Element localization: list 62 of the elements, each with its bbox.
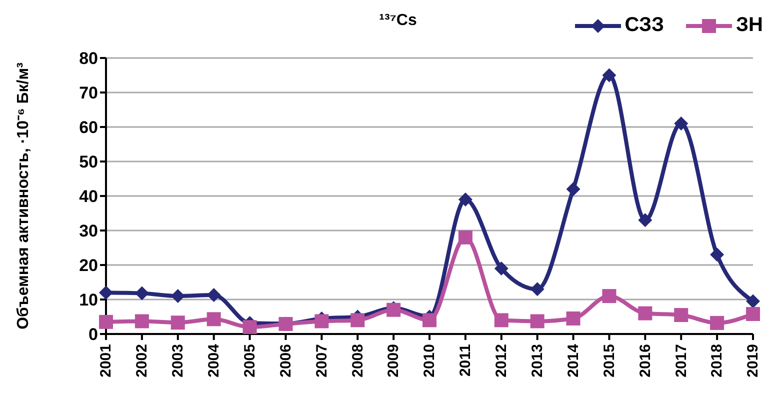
x-tick-label: 2009 bbox=[385, 344, 402, 378]
x-tick-label: 2005 bbox=[241, 344, 258, 378]
point bbox=[314, 314, 329, 328]
x-tick-label: 2012 bbox=[493, 344, 510, 378]
point bbox=[134, 314, 149, 328]
y-tick-label: 20 bbox=[79, 256, 98, 276]
x-tick-label: 2008 bbox=[349, 344, 366, 378]
x-tick-label: 2016 bbox=[636, 344, 654, 378]
point bbox=[530, 282, 544, 296]
y-tick-label: 80 bbox=[79, 49, 98, 68]
point bbox=[638, 306, 652, 320]
point bbox=[674, 116, 688, 131]
point bbox=[458, 230, 472, 244]
x-tick-label: 2007 bbox=[313, 344, 330, 378]
y-tick-label: 60 bbox=[79, 118, 98, 138]
point bbox=[674, 308, 688, 322]
y-tick-label: 70 bbox=[79, 84, 98, 103]
point bbox=[566, 182, 580, 196]
x-tick-label: 2017 bbox=[672, 344, 690, 378]
legend-label: ЗН bbox=[736, 14, 763, 37]
point bbox=[746, 306, 760, 321]
point bbox=[242, 320, 257, 334]
point bbox=[566, 311, 580, 326]
y-tick-label: 0 bbox=[88, 325, 98, 344]
y-tick-label: 40 bbox=[79, 187, 98, 206]
point bbox=[99, 314, 113, 329]
point bbox=[746, 294, 760, 308]
point bbox=[638, 213, 652, 228]
x-tick-label: 2013 bbox=[528, 344, 546, 378]
point bbox=[206, 312, 221, 326]
y-axis-title: Объемная активность, ·10⁻⁶ Бк/м³ bbox=[15, 62, 32, 330]
point bbox=[458, 192, 472, 206]
point bbox=[494, 313, 508, 328]
x-tick-label: 2002 bbox=[134, 344, 151, 378]
point bbox=[710, 316, 724, 330]
point bbox=[602, 289, 616, 304]
point bbox=[350, 313, 365, 328]
x-tick-label: 2014 bbox=[564, 343, 582, 378]
point bbox=[134, 286, 149, 300]
point bbox=[602, 68, 616, 82]
y-tick-label: 30 bbox=[79, 222, 98, 241]
x-tick-label: 2001 bbox=[98, 344, 115, 378]
legend-label: СЗЗ bbox=[624, 14, 664, 37]
x-tick-label: 2018 bbox=[708, 344, 726, 378]
x-tick-label: 2003 bbox=[170, 344, 187, 378]
y-tick-label: 10 bbox=[79, 290, 98, 310]
x-tick-label: 2019 bbox=[744, 344, 762, 378]
chart-title: ¹³⁷Cs bbox=[378, 12, 418, 30]
x-tick-label: 2011 bbox=[457, 344, 474, 377]
point bbox=[494, 261, 508, 276]
point bbox=[206, 288, 221, 302]
y-tick-label: 50 bbox=[79, 152, 98, 172]
point bbox=[710, 248, 724, 262]
x-tick-label: 2004 bbox=[205, 343, 222, 378]
point bbox=[530, 314, 544, 328]
point bbox=[99, 286, 113, 300]
point bbox=[422, 313, 436, 328]
x-tick-label: 2010 bbox=[421, 344, 438, 378]
point bbox=[170, 316, 185, 330]
point bbox=[170, 289, 185, 304]
x-tick-label: 2015 bbox=[600, 344, 618, 378]
x-tick-label: 2006 bbox=[277, 344, 294, 378]
